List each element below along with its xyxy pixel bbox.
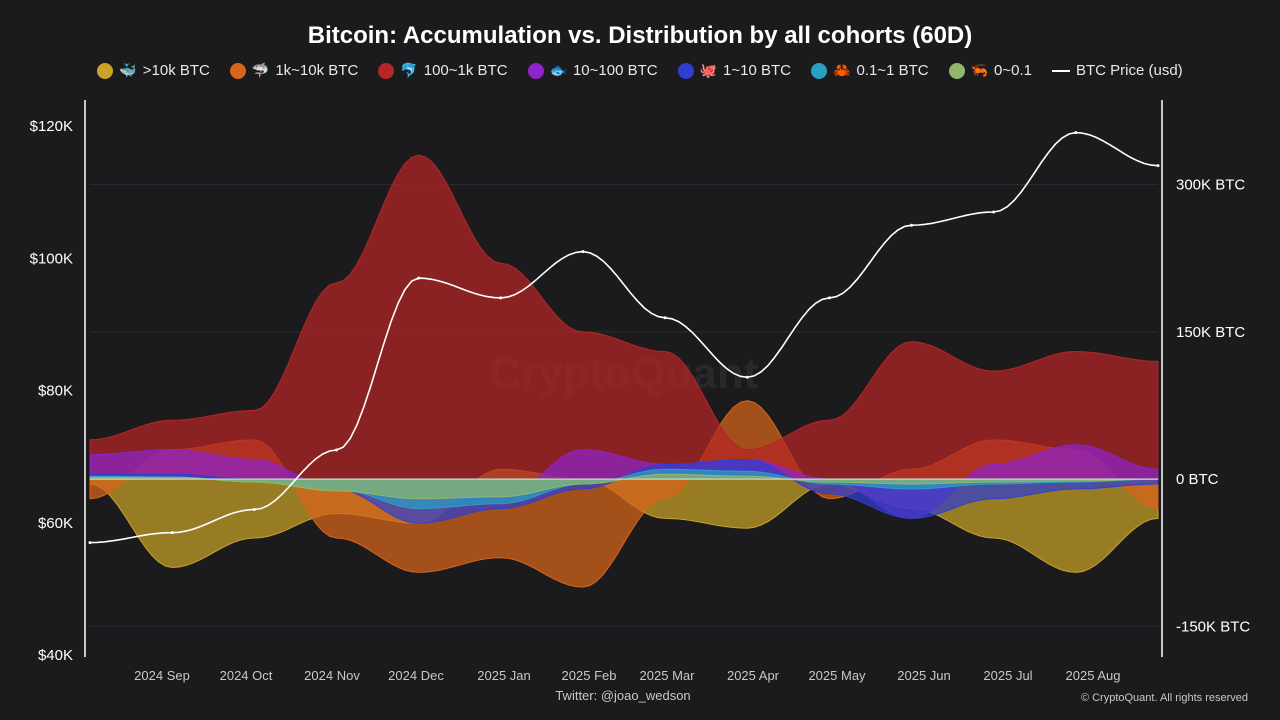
legend-item-2[interactable]: 🐬 100~1k BTC [378,62,508,79]
legend-swatch [97,62,114,79]
legend-emoji-icon: 🐟 [549,62,567,78]
twitter-credit: Twitter: @joao_wedson [555,688,691,703]
x-axis-tick-label: 2025 Jan [477,668,531,683]
legend-item-3[interactable]: 🐟 10~100 BTC [527,62,658,79]
chart-title: Bitcoin: Accumulation vs. Distribution b… [307,22,973,49]
legend-swatch [229,62,246,79]
legend-line-swatch [1051,69,1070,72]
x-axis-tick-label: 2025 Jul [983,668,1032,683]
x-axis-tick-label: 2025 Feb [562,668,617,683]
legend-item-price[interactable]: BTC Price (usd) [1051,62,1183,79]
price-point [252,508,256,512]
legend-label: 1k~10k BTC [275,62,359,79]
left-axis-tick-label: $100K [30,250,73,267]
legend-emoji-icon: 🐙 [699,62,718,78]
x-axis-tick-label: 2025 Jun [897,668,951,683]
legend-emoji-icon: 🦐 [970,62,989,78]
legend-item-6[interactable]: 🦐 0~0.1 [948,62,1032,79]
x-axis-tick-label: 2024 Nov [304,668,360,683]
legend-swatch [948,62,965,79]
copyright-notice: © CryptoQuant. All rights reserved [1080,692,1248,704]
legend-item-5[interactable]: 🦀 0.1~1 BTC [811,62,929,79]
legend-label: 100~1k BTC [423,62,508,79]
x-axis-tick-label: 2025 Aug [1066,668,1121,683]
left-axis-tick-label: $40K [38,647,73,664]
right-axis-tick-label: 300K BTC [1176,177,1245,194]
legend-emoji-icon: 🐳 [119,62,137,78]
legend-item-4[interactable]: 🐙 1~10 BTC [677,62,792,79]
legend-label: >10k BTC [142,62,210,79]
price-point [910,223,914,227]
legend-swatch [677,62,694,79]
price-point [417,276,421,280]
legend-emoji-icon: 🦈 [251,62,270,78]
legend-item-1[interactable]: 🦈 1k~10k BTC [229,62,359,79]
price-point [745,375,749,379]
price-point [499,296,503,300]
legend-swatch [811,62,828,79]
x-axis-tick-label: 2024 Dec [388,668,444,683]
area-series-2 [89,154,1159,480]
price-point [1074,131,1078,135]
left-axis-tick-label: $60K [38,515,73,532]
price-point [827,296,831,300]
legend-emoji-icon: 🦀 [833,62,851,78]
legend-swatch [527,62,544,79]
right-axis-tick-label: 0 BTC [1176,471,1219,488]
x-axis-tick-label: 2024 Sep [134,668,190,683]
chart-legend: 🐳 >10k BTC 🦈 1k~10k BTC 🐬 100~1k BTC 🐟 10~100 B… [0,62,1280,79]
legend-label: 0~0.1 [994,62,1032,79]
left-axis-tick-label: $80K [38,383,73,400]
price-point [992,210,996,214]
legend-label: 0.1~1 BTC [856,62,929,79]
legend-label: 10~100 BTC [572,62,658,79]
legend-label: 1~10 BTC [723,62,792,79]
price-point [88,541,92,545]
left-axis-tick-label: $120K [30,118,73,135]
x-axis-tick-label: 2025 May [808,668,866,683]
price-point [1156,164,1160,168]
price-point [170,531,174,535]
legend-emoji-icon: 🐬 [400,62,418,78]
x-axis-tick-label: 2025 Mar [640,668,696,683]
x-axis-tick-label: 2025 Apr [727,668,780,683]
legend-label: BTC Price (usd) [1075,62,1183,79]
right-axis-tick-label: -150K BTC [1176,618,1250,635]
price-line [89,131,1159,544]
right-axis-tick-label: 150K BTC [1176,324,1245,341]
x-axis-tick-label: 2024 Oct [220,668,273,683]
price-point [334,448,338,452]
legend-swatch [378,62,395,79]
price-point [581,250,585,254]
legend-item-0[interactable]: 🐳 >10k BTC [97,62,210,79]
price-point [663,316,667,320]
